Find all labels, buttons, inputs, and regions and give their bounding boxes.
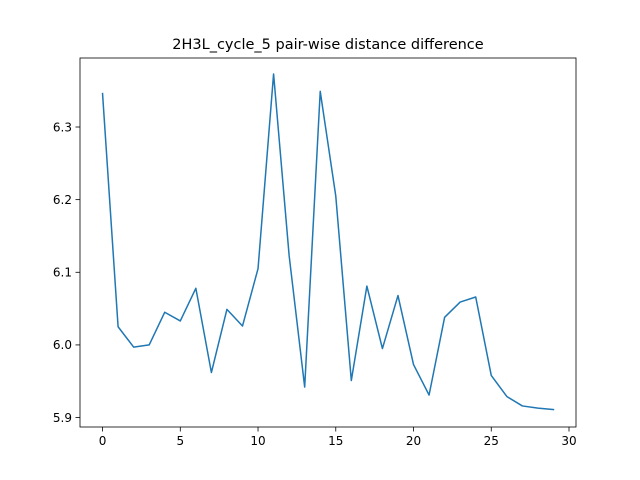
data-point xyxy=(226,309,227,310)
data-point xyxy=(117,326,118,327)
data-point xyxy=(444,317,445,318)
y-tick-label: 6.3 xyxy=(53,120,72,134)
data-point xyxy=(242,325,243,326)
plot-area: 0 5 10 15 20 25 30 5.9 6.0 6.1 6.2 6.3 xyxy=(53,57,577,448)
data-point xyxy=(149,344,150,345)
x-tick-label: 25 xyxy=(484,434,499,448)
x-tick-label: 10 xyxy=(250,434,265,448)
data-point xyxy=(102,93,103,94)
x-tick-label: 30 xyxy=(561,434,576,448)
data-point xyxy=(320,91,321,92)
chart-title: 2H3L_cycle_5 pair-wise distance differen… xyxy=(172,37,484,53)
data-point xyxy=(522,405,523,406)
data-point xyxy=(304,386,305,387)
data-point xyxy=(553,409,554,410)
x-tick-label: 5 xyxy=(176,434,184,448)
data-point xyxy=(351,380,352,381)
data-point xyxy=(413,364,414,365)
data-point xyxy=(211,372,212,373)
data-point xyxy=(164,312,165,313)
y-tick-label: 6.0 xyxy=(53,338,72,352)
data-point xyxy=(475,296,476,297)
data-point xyxy=(397,295,398,296)
data-point xyxy=(366,285,367,286)
x-tick-label: 0 xyxy=(99,434,107,448)
data-point xyxy=(180,320,181,321)
series-line-0 xyxy=(101,73,555,411)
data-point xyxy=(460,301,461,302)
x-tick-label: 20 xyxy=(406,434,421,448)
data-point xyxy=(506,396,507,397)
y-tick-label: 5.9 xyxy=(53,411,72,425)
y-tick-label: 6.1 xyxy=(53,266,72,280)
data-point xyxy=(491,375,492,376)
data-point xyxy=(257,268,258,269)
x-tick-label: 15 xyxy=(328,434,343,448)
data-point xyxy=(537,408,538,409)
data-point xyxy=(428,394,429,395)
data-point xyxy=(289,255,290,256)
data-point xyxy=(273,73,274,74)
y-tick-label: 6.2 xyxy=(53,193,72,207)
data-point xyxy=(195,288,196,289)
axes-frame xyxy=(79,57,577,428)
data-point xyxy=(335,195,336,196)
data-point xyxy=(133,346,134,347)
data-point xyxy=(382,348,383,349)
